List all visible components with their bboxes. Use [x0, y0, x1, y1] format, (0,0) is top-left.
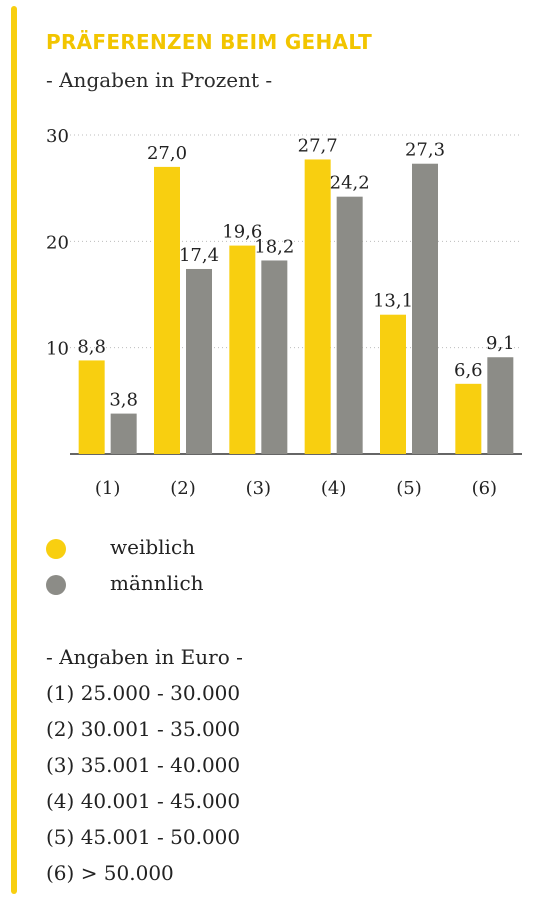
- bar-weiblich: [154, 166, 180, 454]
- legend-item-maennlich: männlich: [46, 571, 286, 607]
- data-label: 24,2: [330, 173, 370, 194]
- bar-weiblich: [229, 245, 256, 454]
- euro-range-6: (6) > 50.000: [46, 861, 174, 885]
- euro-ranges-title: - Angaben in Euro -: [46, 645, 243, 669]
- bar-weiblich: [304, 159, 331, 454]
- data-label: 17,4: [179, 245, 219, 266]
- data-label: 13,1: [373, 291, 413, 312]
- euro-range-2: (2) 30.001 - 35.000: [46, 717, 241, 741]
- data-label: 6,6: [454, 360, 483, 381]
- data-label: 27,0: [147, 143, 187, 164]
- euro-range-5: (5) 45.001 - 50.000: [46, 825, 241, 849]
- x-tick-label: (1): [95, 478, 121, 499]
- data-label: 27,7: [298, 135, 338, 156]
- euro-range-1: (1) 25.000 - 30.000: [46, 681, 241, 705]
- bar-maennlich: [261, 260, 288, 454]
- data-label: 3,8: [109, 390, 138, 411]
- x-tick-label: (6): [472, 478, 498, 499]
- legend-label-maennlich: männlich: [110, 571, 204, 595]
- bar-weiblich: [78, 360, 105, 454]
- bar-weiblich: [380, 314, 406, 454]
- accent-bar: [11, 6, 17, 894]
- euro-range-4: (4) 40.001 - 45.000: [46, 789, 241, 813]
- data-label: 8,8: [77, 336, 106, 357]
- legend: weiblich männlich: [46, 535, 286, 607]
- bar-maennlich: [110, 413, 137, 454]
- bar-chart: 10 20 30 8,8 3,8 (1) 27,0 17,4 (2) 19,618,2 (3) 27,…: [46, 126, 522, 499]
- x-tick-label: (2): [170, 478, 196, 499]
- euro-range-3: (3) 35.001 - 40.000: [46, 753, 241, 777]
- legend-item-weiblich: weiblich: [46, 535, 286, 571]
- legend-swatch-maennlich: [46, 575, 66, 595]
- data-label: 9,1: [486, 333, 515, 354]
- legend-label-weiblich: weiblich: [110, 535, 196, 559]
- bar-maennlich: [412, 163, 438, 454]
- x-tick-label: (4): [321, 478, 347, 499]
- bar-maennlich: [487, 357, 514, 454]
- chart-title: PRÄFERENZEN BEIM GEHALT: [46, 30, 373, 54]
- x-tick-label: (5): [396, 478, 422, 499]
- data-label: 18,2: [254, 236, 294, 257]
- y-tick-label: 20: [46, 232, 69, 253]
- bar-maennlich: [336, 196, 363, 454]
- x-tick-label: (3): [246, 478, 272, 499]
- y-tick-label: 10: [46, 339, 69, 360]
- bar-weiblich: [455, 383, 482, 454]
- bar-maennlich: [186, 268, 212, 454]
- data-label: 27,3: [405, 140, 445, 161]
- chart-subtitle: - Angaben in Prozent -: [46, 68, 273, 92]
- data-label: 19,6: [222, 222, 262, 243]
- legend-swatch-weiblich: [46, 539, 66, 559]
- euro-ranges: - Angaben in Euro - (1) 25.000 - 30.000 …: [46, 645, 243, 897]
- y-tick-label: 30: [46, 126, 69, 147]
